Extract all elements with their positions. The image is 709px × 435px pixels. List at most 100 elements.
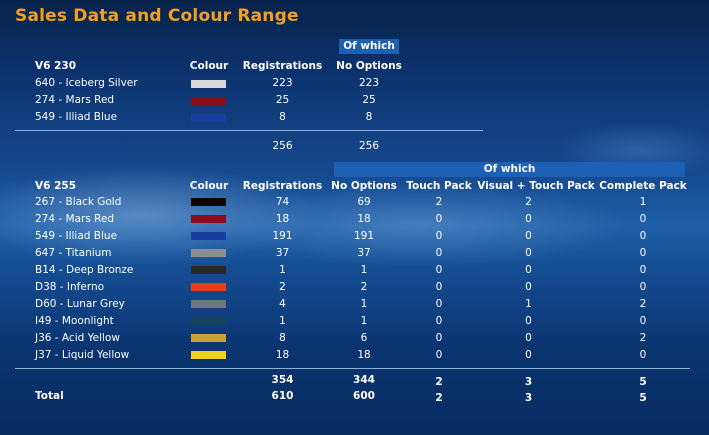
colour-name: J36 - Acid Yellow bbox=[35, 332, 120, 344]
touch-pack-cell: 0 bbox=[435, 332, 443, 344]
registrations-cell: 8 bbox=[279, 332, 286, 344]
no-options-total: 600 bbox=[353, 390, 375, 402]
column-header-no-options: No Options bbox=[336, 60, 402, 72]
visual-touch-pack-cell: 0 bbox=[525, 281, 532, 293]
complete-pack-cell: 2 bbox=[639, 332, 647, 344]
complete-pack-cell: 0 bbox=[639, 230, 647, 242]
registrations-cell: 37 bbox=[275, 247, 290, 259]
registrations-cell: 1 bbox=[279, 264, 286, 276]
visual-touch-pack-cell: 2 bbox=[525, 196, 532, 208]
no-options-cell: 1 bbox=[360, 315, 368, 327]
complete-pack-cell: 0 bbox=[639, 264, 647, 276]
column-header-no-options: No Options bbox=[331, 180, 397, 192]
column-header-visual-touch-pack: Visual + Touch Pack bbox=[477, 180, 595, 192]
complete-pack-cell: 0 bbox=[639, 281, 647, 293]
complete-pack-cell: 2 bbox=[639, 298, 647, 310]
touch-pack-cell: 0 bbox=[435, 247, 443, 259]
no-options-total: 256 bbox=[358, 140, 380, 152]
colour-swatch bbox=[191, 232, 226, 240]
no-options-cell: 6 bbox=[360, 332, 368, 344]
no-options-cell: 2 bbox=[360, 281, 368, 293]
no-options-cell: 37 bbox=[357, 247, 371, 259]
visual-touch-pack-cell: 1 bbox=[525, 298, 532, 310]
complete-pack-subtotal: 5 bbox=[639, 376, 647, 388]
registrations-cell: 4 bbox=[279, 298, 286, 310]
registrations-cell: 25 bbox=[275, 94, 290, 106]
colour-name: B14 - Deep Bronze bbox=[35, 264, 134, 276]
no-options-cell: 25 bbox=[362, 94, 376, 106]
colour-swatch bbox=[191, 114, 226, 122]
registrations-total: 256 bbox=[272, 140, 293, 152]
registrations-cell: 18 bbox=[275, 349, 290, 361]
no-options-cell: 1 bbox=[360, 298, 368, 310]
column-header-complete-pack: Complete Pack bbox=[599, 180, 687, 192]
colour-name: 274 - Mars Red bbox=[35, 94, 115, 106]
colour-swatch bbox=[191, 300, 226, 308]
colour-swatch bbox=[191, 334, 226, 342]
no-options-cell: 8 bbox=[365, 111, 373, 123]
page-title: Sales Data and Colour Range bbox=[15, 6, 299, 26]
colour-swatch bbox=[191, 80, 226, 88]
registrations-cell: 18 bbox=[275, 213, 290, 225]
colour-name: D60 - Lunar Grey bbox=[35, 298, 125, 310]
visual-touch-pack-cell: 0 bbox=[525, 213, 532, 225]
column-header-registrations: Registrations bbox=[242, 60, 323, 72]
colour-name: 647 - Titanium bbox=[35, 247, 112, 259]
of-which-header: Of which bbox=[334, 162, 685, 177]
registrations-cell: 8 bbox=[279, 111, 286, 123]
colour-swatch bbox=[191, 266, 226, 274]
visual-touch-pack-subtotal: 3 bbox=[524, 376, 533, 388]
touch-pack-cell: 0 bbox=[435, 349, 443, 361]
divider bbox=[15, 130, 483, 131]
colour-name: 267 - Black Gold bbox=[35, 196, 122, 208]
touch-pack-cell: 0 bbox=[435, 213, 443, 225]
visual-touch-pack-cell: 0 bbox=[525, 230, 532, 242]
no-options-cell: 69 bbox=[357, 196, 371, 208]
of-which-header: Of which bbox=[339, 39, 399, 54]
visual-touch-pack-cell: 0 bbox=[525, 264, 532, 276]
colour-name: 274 - Mars Red bbox=[35, 213, 115, 225]
no-options-cell: 1 bbox=[360, 264, 368, 276]
colour-name: 549 - Illiad Blue bbox=[35, 111, 118, 123]
touch-pack-cell: 2 bbox=[435, 196, 443, 208]
colour-swatch bbox=[191, 97, 226, 105]
touch-pack-cell: 0 bbox=[435, 298, 443, 310]
no-options-cell: 18 bbox=[357, 349, 371, 361]
no-options-cell: 223 bbox=[358, 77, 380, 89]
registrations-cell: 74 bbox=[275, 196, 290, 208]
divider bbox=[15, 368, 690, 369]
complete-pack-total: 5 bbox=[639, 392, 647, 404]
complete-pack-cell: 1 bbox=[639, 196, 647, 208]
visual-touch-pack-cell: 0 bbox=[525, 332, 532, 344]
registrations-cell: 1 bbox=[279, 315, 286, 327]
no-options-cell: 191 bbox=[353, 230, 375, 242]
complete-pack-cell: 0 bbox=[639, 213, 647, 225]
visual-touch-pack-total: 3 bbox=[524, 392, 533, 404]
visual-touch-pack-cell: 0 bbox=[525, 247, 532, 259]
model-label: V6 230 bbox=[35, 60, 77, 72]
colour-name: 549 - Illiad Blue bbox=[35, 230, 118, 242]
registrations-subtotal: 354 bbox=[271, 374, 294, 386]
no-options-cell: 18 bbox=[357, 213, 371, 225]
complete-pack-cell: 0 bbox=[639, 247, 647, 259]
registrations-cell: 191 bbox=[272, 230, 293, 242]
visual-touch-pack-cell: 0 bbox=[525, 315, 532, 327]
registrations-total: 610 bbox=[271, 390, 294, 402]
complete-pack-cell: 0 bbox=[639, 315, 647, 327]
colour-swatch bbox=[191, 351, 226, 359]
colour-name: I49 - Moonlight bbox=[35, 315, 114, 327]
colour-swatch bbox=[191, 249, 226, 257]
visual-touch-pack-cell: 0 bbox=[525, 349, 532, 361]
column-header-registrations: Registrations bbox=[242, 180, 323, 192]
touch-pack-cell: 0 bbox=[435, 230, 443, 242]
registrations-cell: 223 bbox=[272, 77, 293, 89]
no-options-subtotal: 344 bbox=[353, 374, 375, 386]
colour-swatch bbox=[191, 215, 226, 223]
registrations-cell: 2 bbox=[279, 281, 286, 293]
colour-swatch bbox=[191, 283, 226, 291]
total-label: Total bbox=[35, 390, 64, 402]
colour-name: 640 - Iceberg Silver bbox=[35, 77, 138, 89]
touch-pack-total: 2 bbox=[435, 392, 443, 404]
complete-pack-cell: 0 bbox=[639, 349, 647, 361]
colour-swatch bbox=[191, 198, 226, 206]
